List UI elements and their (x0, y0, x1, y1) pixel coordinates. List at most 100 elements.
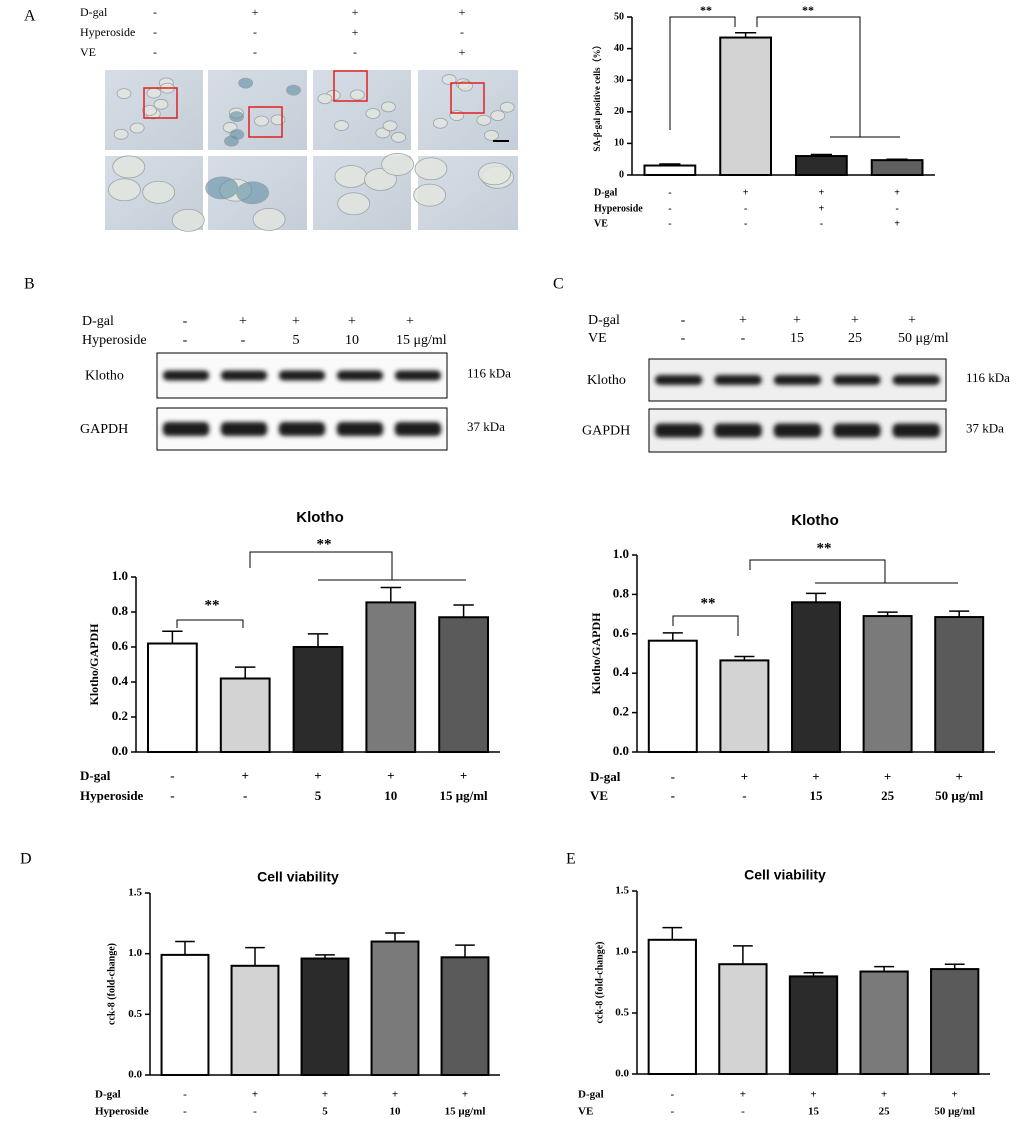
treatment-level: + (740, 1089, 746, 1101)
cell (116, 88, 132, 100)
y-tick-label: 0.5 (128, 1008, 142, 1020)
bar (440, 956, 490, 1076)
treatment-level: - (668, 203, 671, 214)
cell (441, 74, 457, 85)
y-tick-label: 50 (614, 11, 624, 22)
cell (391, 131, 406, 143)
treatment-level: 25 (848, 331, 862, 346)
y-axis-label: cck-8 (fold-change) (594, 942, 605, 1024)
y-axis-label: Klotho/GAPDH (87, 623, 101, 706)
treatment-level: 25 (879, 1106, 891, 1118)
blot-band (336, 422, 384, 436)
zoom-box (248, 106, 283, 138)
treatment-level: - (183, 1106, 187, 1118)
cell (349, 89, 365, 101)
cell (286, 84, 301, 96)
cell (476, 114, 492, 126)
treatment-level: - (670, 1089, 674, 1101)
treatment-level: 5 (293, 333, 300, 348)
treatment-level: + (793, 313, 801, 328)
treatment-level: + (348, 314, 356, 329)
treatment-name: Hyperoside (80, 25, 135, 39)
bar (292, 646, 344, 753)
zoom-box (333, 70, 368, 102)
cell (236, 181, 270, 205)
treatment-level: - (153, 5, 157, 19)
treatment-level: - (895, 203, 898, 214)
treatment-level: - (253, 45, 257, 59)
band-name: GAPDH (582, 424, 630, 439)
significance-label: ** (802, 3, 814, 17)
treatment-level: + (252, 5, 259, 19)
treatment-level: 5 (322, 1106, 328, 1118)
blot-band (278, 422, 326, 436)
treatment-level: 15 (808, 1106, 820, 1118)
treatment-name: D-gal (80, 5, 108, 19)
treatment-level: - (670, 1106, 674, 1118)
panel-letter: B (24, 276, 35, 293)
cell (229, 111, 245, 122)
cell (490, 110, 506, 121)
treatment-level: - (460, 25, 464, 39)
significance-bracket (176, 619, 244, 628)
treatment-level: + (387, 768, 394, 783)
blot-band (220, 370, 268, 381)
treatment-level: - (353, 45, 357, 59)
treatment-level: - (741, 331, 746, 346)
treatment-level: 5 (315, 788, 322, 803)
treatment-level: - (668, 218, 671, 229)
treatment-level: 50 μg/ml (934, 1106, 975, 1118)
cell (413, 183, 447, 207)
band-size: 37 kDa (966, 420, 1004, 435)
treatment-name: VE (590, 788, 608, 803)
treatment-level: + (819, 187, 825, 198)
treatment-name: Hyperoside (82, 333, 147, 348)
y-tick-label: 1.0 (128, 947, 142, 959)
bar (230, 964, 280, 1076)
y-tick-label: 1.5 (128, 887, 142, 899)
bar (862, 615, 913, 753)
bar (791, 601, 841, 754)
cell (146, 87, 162, 99)
treatment-level: - (671, 769, 675, 784)
blot-band (892, 423, 941, 438)
blot-band (162, 370, 210, 381)
cell (432, 117, 448, 129)
band-size: 116 kDa (467, 365, 511, 380)
band-name: GAPDH (80, 422, 128, 437)
treatment-level: 15 μg/ml (396, 333, 447, 348)
cell (153, 98, 169, 110)
zoom-box (450, 82, 485, 114)
bar (147, 642, 198, 753)
treatment-name: D-gal (80, 768, 111, 783)
significance-label: ** (700, 3, 712, 17)
cell (142, 180, 176, 204)
y-tick-label: 0.2 (112, 708, 128, 723)
cell (252, 208, 286, 231)
bar (870, 159, 924, 176)
y-tick-label: 0.0 (128, 1069, 142, 1081)
treatment-level: 10 (384, 788, 397, 803)
y-tick-label: 1.0 (112, 568, 128, 583)
cell (484, 129, 499, 141)
treatment-level: 50 μg/ml (935, 788, 984, 803)
significance-bracket (669, 16, 736, 130)
blot-band (654, 423, 703, 438)
treatment-level: + (812, 769, 819, 784)
treatment-name: D-gal (590, 769, 621, 784)
treatment-level: + (252, 1089, 258, 1101)
bar (219, 677, 271, 753)
treatment-level: + (851, 313, 859, 328)
treatment-level: - (744, 203, 747, 214)
blot-band (773, 375, 822, 385)
bar (859, 970, 909, 1076)
treatment-level: - (241, 333, 246, 348)
treatment-level: - (170, 788, 174, 803)
cell (381, 153, 415, 176)
y-tick-label: 0.8 (613, 585, 630, 600)
treatment-level: 10 (345, 333, 359, 348)
bar (788, 975, 839, 1076)
cell (449, 110, 465, 121)
treatment-name: D-gal (588, 313, 620, 328)
y-tick-label: 20 (614, 106, 624, 117)
